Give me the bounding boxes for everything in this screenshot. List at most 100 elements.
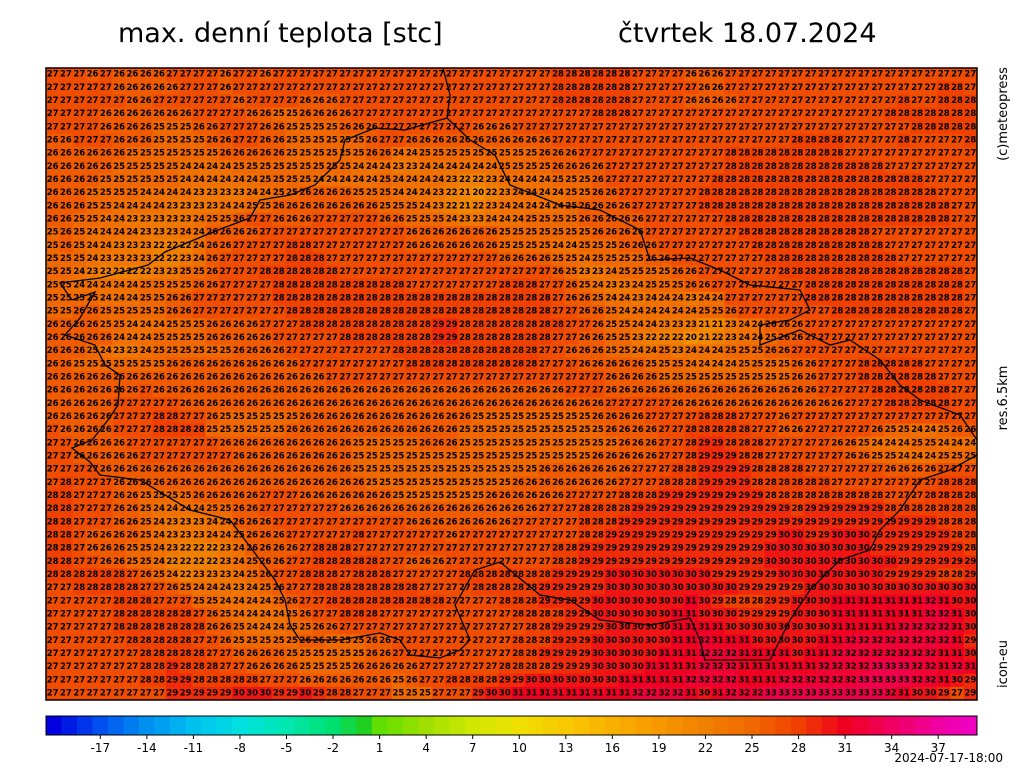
temperature-value: 26	[180, 399, 192, 409]
temperature-value: 26	[619, 425, 631, 435]
temperature-value: 24	[180, 188, 192, 198]
temperature-value: 27	[938, 188, 950, 198]
temperature-value: 26	[193, 491, 205, 501]
temperature-value: 27	[193, 109, 205, 119]
temperature-value: 25	[419, 491, 431, 501]
temperature-value: 28	[592, 109, 604, 119]
temperature-value: 29	[738, 517, 750, 527]
temperature-value: 27	[260, 280, 272, 290]
temperature-value: 27	[233, 267, 245, 277]
temperature-value: 27	[246, 135, 258, 145]
temperature-value: 28	[286, 267, 298, 277]
temperature-value: 28	[871, 175, 883, 185]
temperature-value: 25	[499, 438, 511, 448]
temperature-cell	[232, 68, 246, 82]
temperature-value: 28	[393, 333, 405, 343]
temperature-value: 24	[512, 201, 524, 211]
temperature-cell	[551, 68, 566, 82]
temperature-value: 26	[432, 412, 444, 422]
temperature-value: 28	[911, 109, 923, 119]
temperature-value: 25	[592, 425, 604, 435]
temperature-value: 27	[193, 96, 205, 106]
temperature-value: 25	[339, 162, 351, 172]
temperature-value: 27	[260, 504, 272, 514]
temperature-value: 23	[619, 280, 631, 290]
temperature-value: 25	[446, 491, 458, 501]
temperature-value: 28	[286, 254, 298, 264]
temperature-value: 26	[193, 280, 205, 290]
temperature-value: 25	[273, 425, 285, 435]
temperature-value: 26	[645, 386, 657, 396]
temperature-value: 23	[446, 175, 458, 185]
temperature-value: 27	[366, 96, 378, 106]
temperature-value: 28	[60, 517, 72, 527]
temperature-value: 28	[472, 320, 484, 330]
temperature-value: 24	[127, 320, 139, 330]
temperature-value: 28	[579, 504, 591, 514]
temperature-value: 22	[446, 201, 458, 211]
temperature-value: 27	[645, 412, 657, 422]
temperature-value: 23	[406, 162, 418, 172]
temperature-value: 26	[220, 386, 232, 396]
temperature-value: 24	[659, 307, 671, 317]
temperature-value: 28	[778, 149, 790, 159]
temperature-value: 28	[898, 267, 910, 277]
temperature-value: 27	[805, 83, 817, 93]
temperature-value: 24	[951, 438, 963, 448]
temperature-value: 28	[698, 412, 710, 422]
temperature-value: 25	[166, 320, 178, 330]
temperature-value: 28	[685, 478, 697, 488]
temperature-value: 27	[339, 517, 351, 527]
temperature-value: 27	[140, 386, 152, 396]
temperature-value: 27	[605, 491, 617, 501]
temperature-value: 27	[765, 307, 777, 317]
temperature-value: 28	[419, 320, 431, 330]
temperature-value: 26	[166, 359, 178, 369]
temperature-value: 29	[712, 504, 724, 514]
temperature-value: 29	[698, 517, 710, 527]
temperature-value: 27	[885, 346, 897, 356]
temperature-value: 28	[552, 320, 564, 330]
temperature-value: 26	[286, 372, 298, 382]
temperature-value: 25	[659, 372, 671, 382]
temperature-value: 26	[153, 109, 165, 119]
temperature-value: 26	[512, 135, 524, 145]
temperature-value: 24	[100, 214, 112, 224]
temperature-value: 26	[526, 399, 538, 409]
temperature-value: 26	[778, 346, 790, 356]
temperature-value: 25	[60, 267, 72, 277]
temperature-value: 27	[712, 135, 724, 145]
temperature-value: 26	[206, 254, 218, 264]
temperature-value: 23	[193, 201, 205, 211]
temperature-value: 26	[925, 465, 937, 475]
temperature-value: 26	[60, 386, 72, 396]
temperature-value: 26	[127, 504, 139, 514]
temperature-value: 27	[911, 346, 923, 356]
temperature-value: 28	[446, 359, 458, 369]
temperature-value: 25	[113, 162, 125, 172]
temperature-value: 25	[552, 412, 564, 422]
temperature-value: 26	[805, 386, 817, 396]
temperature-value: 26	[446, 399, 458, 409]
temperature-value: 27	[539, 122, 551, 132]
temperature-value: 27	[353, 96, 365, 106]
temperature-value: 27	[393, 109, 405, 119]
temperature-value: 28	[539, 320, 551, 330]
temperature-value: 25	[459, 451, 471, 461]
temperature-value: 28	[858, 307, 870, 317]
temperature-value: 27	[805, 122, 817, 132]
temperature-value: 27	[871, 70, 883, 80]
temperature-value: 24	[113, 333, 125, 343]
temperature-value: 25	[127, 162, 139, 172]
temperature-value: 27	[73, 135, 85, 145]
temperature-value: 27	[366, 254, 378, 264]
temperature-value: 26	[60, 359, 72, 369]
temperature-value: 26	[339, 399, 351, 409]
temperature-value: 28	[738, 188, 750, 198]
temperature-value: 28	[552, 83, 564, 93]
temperature-value: 27	[685, 135, 697, 145]
temperature-value: 28	[725, 149, 737, 159]
temperature-value: 27	[406, 109, 418, 119]
temperature-value: 28	[938, 504, 950, 514]
temperature-value: 27	[725, 135, 737, 145]
